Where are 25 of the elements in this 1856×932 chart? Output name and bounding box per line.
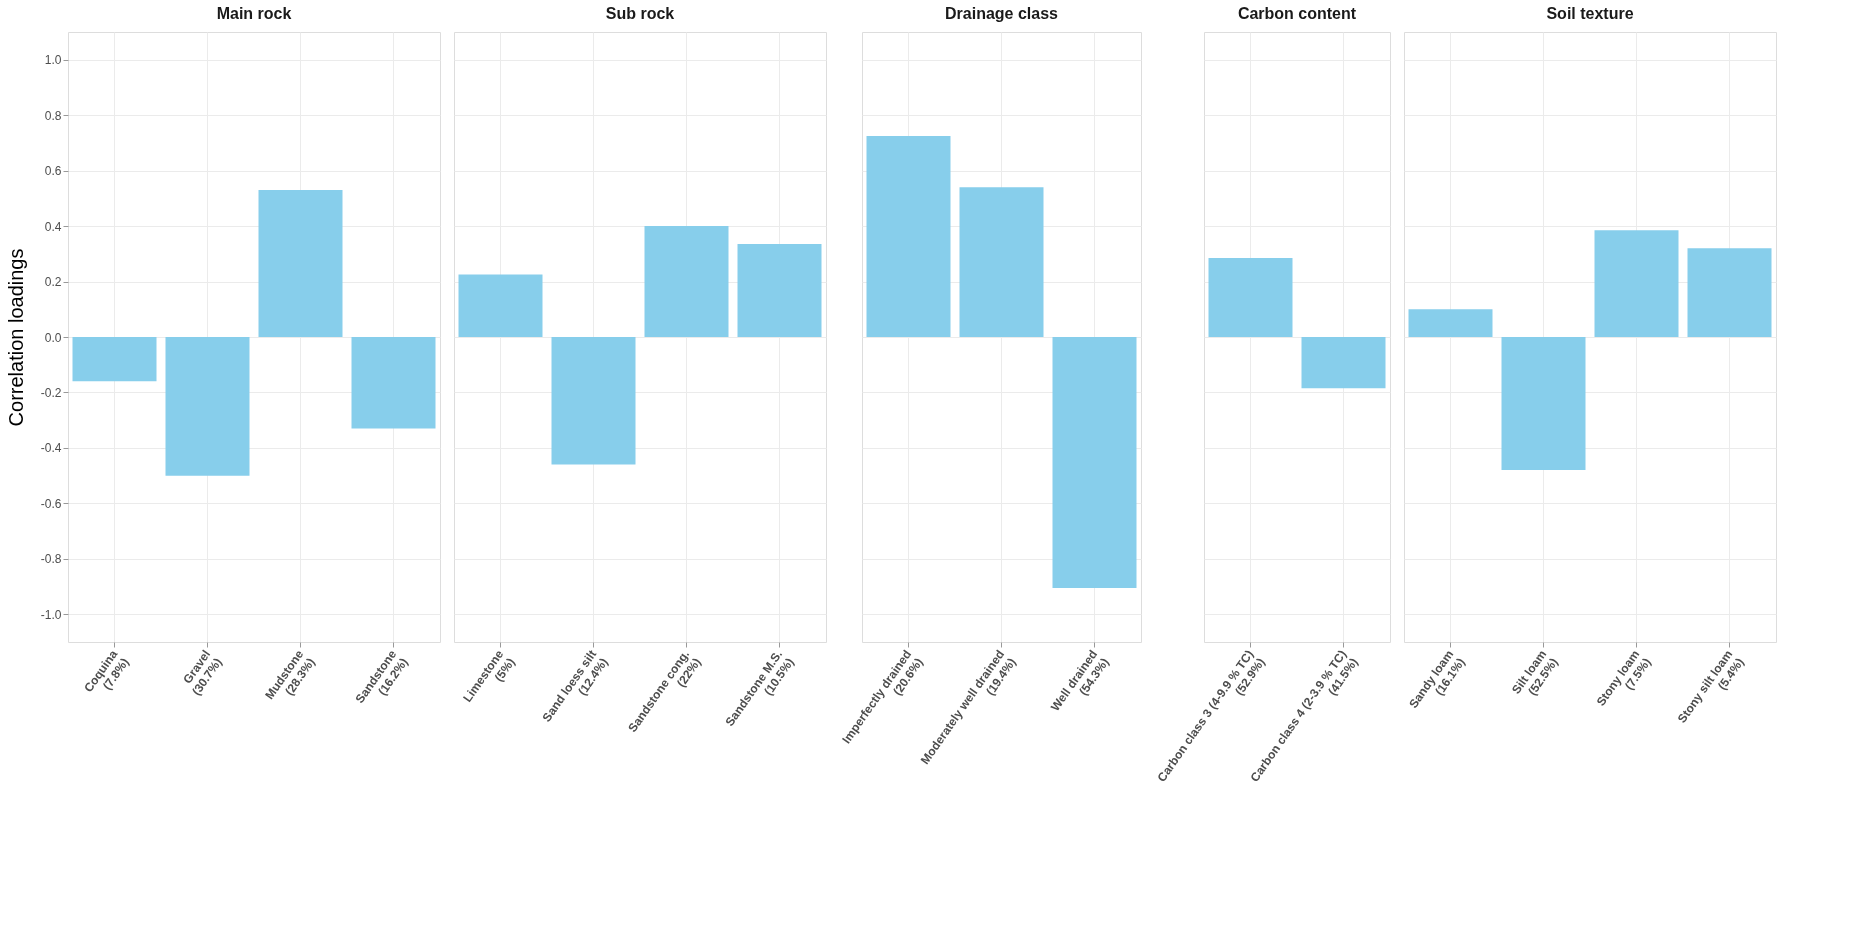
y-axis-title: Correlation loadings [4, 248, 27, 427]
y-tick-label: -0.8 [40, 552, 62, 567]
y-tick-label: 0.8 [44, 108, 62, 123]
bar [458, 274, 543, 337]
y-tick-label: 0.4 [44, 219, 62, 234]
chart-title: Soil texture [1546, 5, 1634, 22]
y-tick-label: -0.4 [40, 441, 62, 456]
bar [737, 244, 822, 337]
y-tick-label: -0.6 [40, 496, 62, 511]
bar [1594, 230, 1679, 337]
chart-title: Drainage class [945, 5, 1059, 22]
y-tick-label: 1.0 [44, 53, 62, 68]
bar [551, 337, 636, 465]
bar [1687, 248, 1772, 337]
y-tick-label: 0.6 [44, 164, 62, 179]
y-tick-label: -1.0 [40, 607, 62, 622]
y-tick-label: 0.0 [44, 330, 62, 345]
chart-title: Carbon content [1237, 5, 1357, 22]
bar [1408, 309, 1493, 337]
bar [644, 226, 729, 337]
y-tick-label: -0.2 [40, 385, 62, 400]
y-tick-label: 0.2 [44, 275, 62, 290]
bar [1501, 337, 1586, 471]
chart-title: Sub rock [605, 5, 675, 22]
chart-title: Main rock [216, 5, 292, 22]
